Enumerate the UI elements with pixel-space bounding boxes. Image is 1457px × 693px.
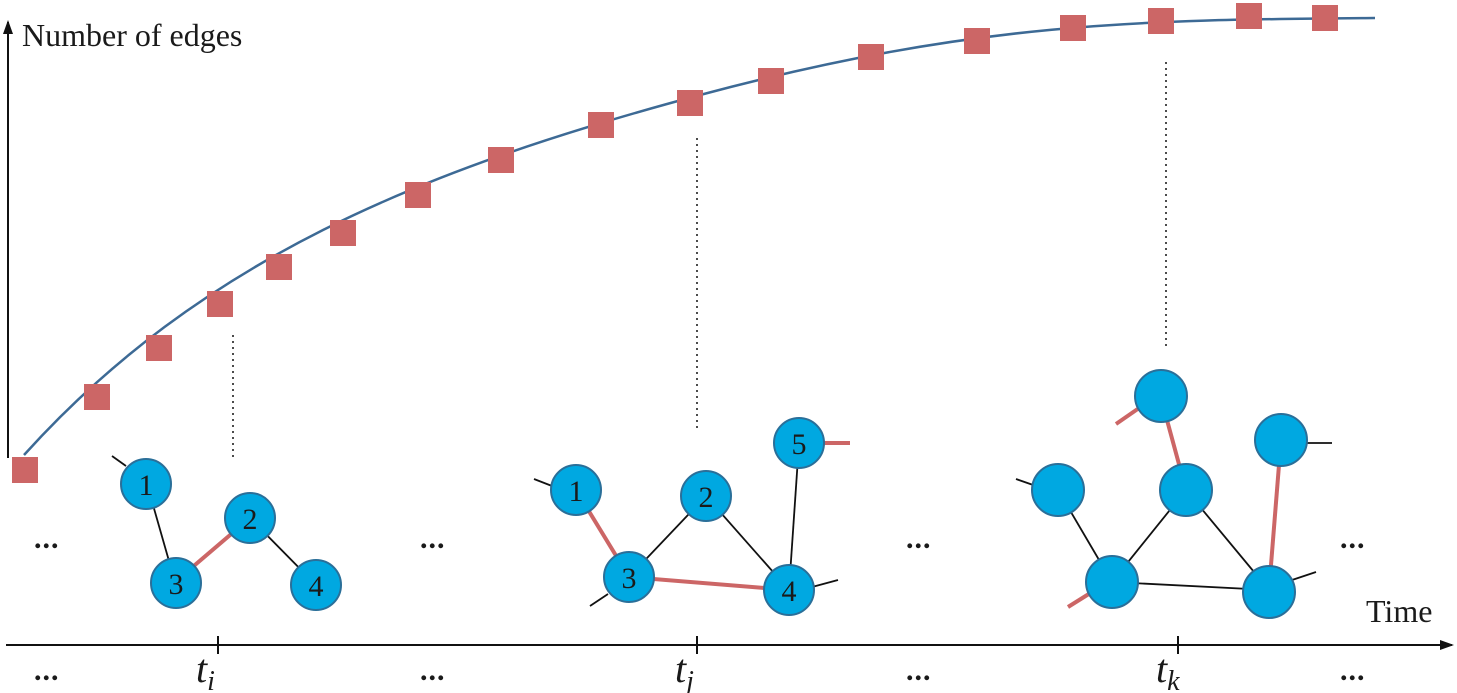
marker-point: [964, 28, 990, 54]
node-5-label: 5: [792, 428, 807, 461]
node-d: [1159, 463, 1213, 517]
marker-point: [1148, 8, 1174, 34]
marker-point: [207, 291, 233, 317]
node-3: 3: [603, 551, 655, 603]
time-label-tk: tk: [1156, 646, 1180, 693]
marker-point: [677, 90, 703, 116]
time-label-tk-sub: k: [1167, 666, 1180, 693]
node-1: 1: [120, 458, 172, 510]
marker-point: [488, 147, 514, 173]
graph-ti: 1 2 3 4: [111, 455, 342, 611]
ellipsis-mid-left: ...: [420, 522, 446, 555]
y-axis-label: Number of edges: [22, 17, 242, 53]
axis-ellipsis-mid-left: ...: [420, 654, 446, 687]
node-f: [1254, 413, 1308, 467]
node-3-label: 3: [169, 568, 184, 601]
axis-ellipsis-mid-right: ...: [906, 654, 932, 687]
node-2: 2: [680, 470, 732, 522]
node-4-label: 4: [309, 570, 324, 603]
axis-ellipsis-left: ...: [34, 654, 60, 687]
node-1: 1: [550, 464, 602, 516]
marker-point: [84, 384, 110, 410]
new-edge-3-4: [628, 575, 790, 592]
time-label-tk-main: t: [1156, 646, 1168, 691]
time-label-tj-main: t: [675, 646, 687, 691]
new-edge-stub: [1066, 590, 1094, 609]
ellipsis-mid-right: ...: [906, 522, 932, 555]
edge-stub: [533, 478, 553, 487]
time-label-tj: tj: [675, 646, 694, 693]
node-2: 2: [224, 492, 276, 544]
ellipsis-right: ...: [1340, 522, 1366, 555]
marker-point: [1236, 3, 1262, 29]
node-1-label: 1: [139, 469, 154, 502]
edge-stub: [811, 579, 839, 588]
marker-point: [266, 254, 292, 280]
edge-stub: [1291, 571, 1317, 581]
marker-point: [1312, 5, 1338, 31]
node-c: [1085, 555, 1139, 609]
node-3-label: 3: [622, 562, 637, 595]
marker-point: [146, 335, 172, 361]
time-label-ti: ti: [196, 646, 215, 693]
ellipsis-left: ...: [34, 522, 60, 555]
data-markers: [12, 3, 1338, 483]
node-4: 4: [290, 559, 342, 611]
node-2-label: 2: [699, 481, 714, 514]
time-label-ti-sub: i: [207, 666, 215, 693]
x-axis-label: Time: [1366, 593, 1432, 629]
node-4: 4: [763, 564, 815, 616]
axis-ellipsis-right: ...: [1340, 654, 1366, 687]
node-4-label: 4: [782, 575, 797, 608]
node-e: [1242, 565, 1296, 619]
graph-tj: 1 2 3 4 5: [533, 417, 850, 616]
graph-tk: [1015, 369, 1332, 619]
marker-point: [330, 220, 356, 246]
node-5: 5: [773, 417, 825, 469]
node-1-label: 1: [569, 475, 584, 508]
marker-point: [405, 182, 431, 208]
marker-point: [12, 457, 38, 483]
marker-point: [1060, 15, 1086, 41]
marker-point: [588, 112, 614, 138]
node-a: [1031, 463, 1085, 517]
marker-point: [758, 68, 784, 94]
node-b: [1134, 369, 1188, 423]
edge-stub: [589, 593, 609, 607]
time-label-ti-main: t: [196, 646, 208, 691]
edge-stub: [111, 455, 127, 467]
time-label-tj-sub: j: [683, 666, 694, 693]
node-2-label: 2: [243, 503, 258, 536]
node-3: 3: [150, 557, 202, 609]
marker-point: [858, 44, 884, 70]
